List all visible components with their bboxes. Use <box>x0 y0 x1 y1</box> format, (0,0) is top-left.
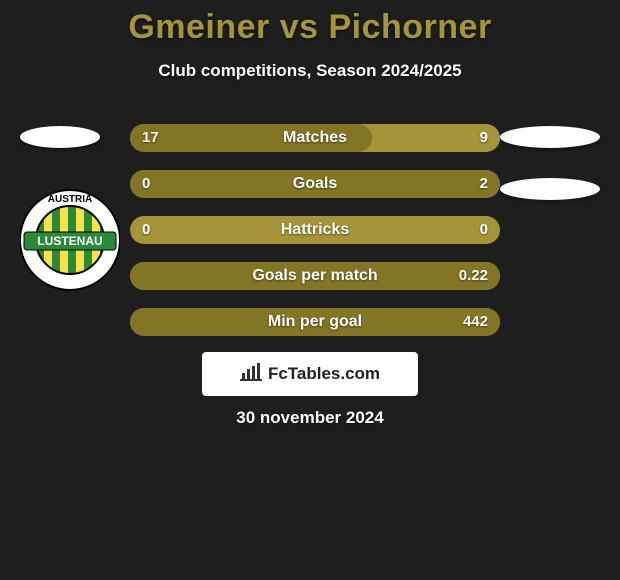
stat-row: Min per goal442 <box>130 308 500 336</box>
ellipse-mid-right <box>500 178 600 200</box>
stat-label: Hattricks <box>130 216 500 244</box>
ellipse-top-right <box>500 126 600 148</box>
stat-value-left: 17 <box>142 124 159 152</box>
stat-row: Goals0 2 <box>130 170 500 198</box>
stat-value-right: 0 <box>480 216 488 244</box>
stat-value-right: 9 <box>480 124 488 152</box>
crest-top-text: AUSTRIA <box>48 194 92 205</box>
stat-label: Goals per match <box>130 262 500 290</box>
stat-label: Matches <box>130 124 500 152</box>
stat-value-left: 0 <box>142 216 150 244</box>
footer-date: 30 november 2024 <box>0 408 620 428</box>
club-crest: AUSTRIA LUSTENAU <box>20 180 120 300</box>
page-subtitle: Club competitions, Season 2024/2025 <box>0 61 620 81</box>
stat-value-right: 2 <box>480 170 488 198</box>
ellipse-top-left <box>20 126 100 148</box>
chart-icon <box>240 363 262 386</box>
stat-value-left: 0 <box>142 170 150 198</box>
brand-badge: FcTables.com <box>202 352 418 396</box>
stat-label: Min per goal <box>130 308 500 336</box>
stat-label: Goals <box>130 170 500 198</box>
page-title: Gmeiner vs Pichorner <box>0 0 620 47</box>
crest-band-text: LUSTENAU <box>37 234 102 248</box>
brand-text: FcTables.com <box>268 364 380 384</box>
stat-value-right: 442 <box>463 308 488 336</box>
stat-area: Matches179Goals02Hattricks00Goals per ma… <box>130 124 500 354</box>
stat-row: Matches17 9 <box>130 124 500 152</box>
stat-row: Hattricks0 0 <box>130 216 500 244</box>
stat-value-right: 0.22 <box>459 262 488 290</box>
stat-row: Goals per match0.22 <box>130 262 500 290</box>
